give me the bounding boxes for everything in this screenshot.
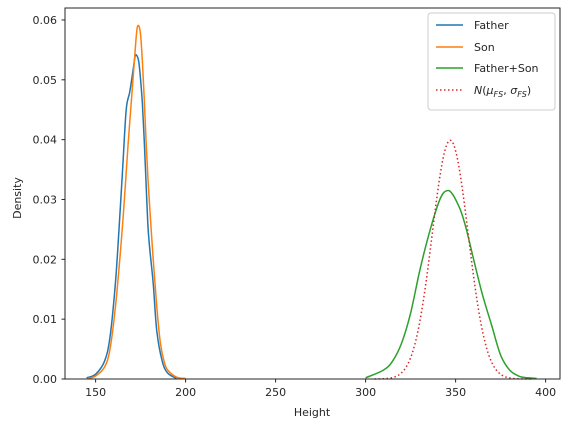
x-tick-label: 200 (175, 386, 196, 399)
x-axis-label: Height (294, 406, 331, 419)
legend-frame (427, 12, 556, 111)
ticks-layer: 150 200 250 300 350 400 0.00 0.01 0.02 0.03 0.04 0.… (33, 14, 557, 399)
x-tick-label: 150 (85, 386, 106, 399)
y-axis-label: Density (11, 177, 24, 219)
x-tick-label: 400 (535, 386, 556, 399)
series-line-father-son (365, 189, 537, 380)
y-tick-label: 0.04 (33, 134, 58, 147)
legend-label-father: Father (474, 19, 509, 32)
legend-label-son: Son (474, 41, 495, 54)
x-tick-label: 300 (355, 386, 376, 399)
y-tick-label: 0.01 (33, 313, 58, 326)
series-line-father (86, 53, 177, 380)
legend-label-normal: N(μFS, σFS) (474, 84, 531, 99)
legend: Father Son Father+Son N(μFS, σFS) (427, 12, 556, 111)
x-tick-label: 250 (265, 386, 286, 399)
y-tick-label: 0.02 (33, 253, 58, 266)
series-layer (86, 24, 537, 380)
y-tick-label: 0.05 (33, 74, 58, 87)
x-tick-label: 350 (445, 386, 466, 399)
y-tick-label: 0.00 (33, 373, 58, 386)
series-line-son (88, 24, 186, 380)
legend-label-father-son: Father+Son (474, 62, 539, 75)
plot-frame (64, 7, 561, 380)
series-line-normal-fit (374, 139, 532, 380)
y-tick-label: 0.03 (33, 193, 58, 206)
y-tick-label: 0.06 (33, 14, 58, 27)
